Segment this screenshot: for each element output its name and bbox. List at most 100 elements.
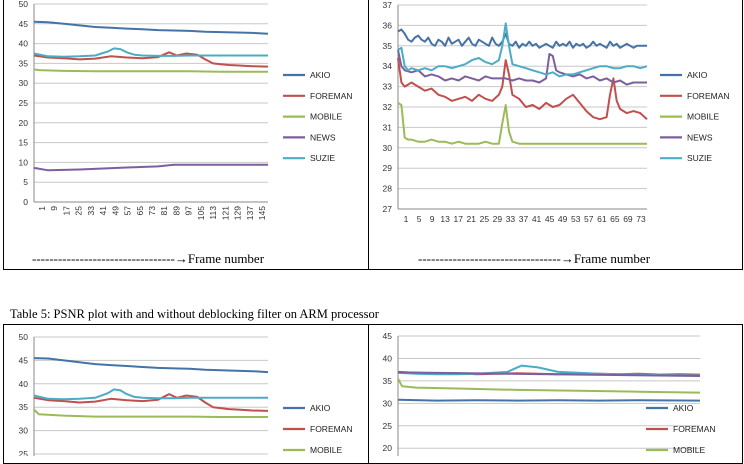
y-tick-label: 15 [19,138,29,148]
y-tick-label: 0 [23,197,28,207]
series-line-akio [33,20,269,35]
x-tick-label: 25 [74,206,84,216]
series-line-foreman [33,393,269,412]
series-line-news [397,49,647,86]
y-tick-label: 40 [383,353,393,363]
y-tick-label: 30 [19,426,29,436]
x-tick-label: 17 [453,214,463,224]
y-tick-label: 40 [19,39,29,49]
series-line-news [397,371,701,377]
x-tick-label: 49 [558,214,568,224]
y-tick-label: 35 [383,376,393,386]
y-tick-label: 45 [19,355,29,365]
y-tick-label: 36 [383,20,393,30]
series-line-akio [33,357,269,374]
legend-label-akio: AKIO [310,403,331,413]
series-line-suzie [33,388,268,401]
y-tick-label: 28 [383,184,393,194]
x-tick-label: 21 [467,214,477,224]
x-tick-label: 1 [404,214,409,224]
y-tick-label: 20 [383,443,393,453]
x-tick-label: 81 [159,206,169,216]
y-tick-label: 30 [19,78,29,88]
y-tick-label: 30 [383,143,393,153]
series-line-foreman [33,51,269,68]
series-line-akio [397,398,701,402]
legend-label-akio: AKIO [687,70,708,80]
y-tick-label: 45 [19,19,29,29]
series-line-mobile [397,102,647,145]
y-tick-label: 37 [383,0,393,10]
x-tick-label: 73 [147,206,157,216]
x-tick-label: 33 [86,206,96,216]
y-tick-label: 30 [383,398,393,408]
x-tick-label: 45 [545,214,555,224]
y-tick-label: 45 [383,331,393,341]
x-tick-label: 73 [636,214,646,224]
legend-label-akio: AKIO [310,70,331,80]
series-line-suzie [33,47,268,58]
y-tick-label: 35 [383,41,393,51]
x-tick-label: 145 [257,206,267,220]
x-tick-label: 41 [532,214,542,224]
series-line-mobile [33,68,268,73]
x-tick-label: 65 [610,214,620,224]
x-tick-label: 1 [37,206,47,211]
series-line-suzie [397,22,648,78]
x-tick-label: 13 [440,214,450,224]
x-tick-label: 41 [98,206,108,216]
legend-label-foreman: FOREMAN [310,91,353,101]
x-tick-label: 65 [135,206,145,216]
x-tick-label: 137 [245,206,255,220]
y-tick-label: 25 [19,449,29,456]
series-line-mobile [33,408,268,418]
x-tick-label: 49 [110,206,120,216]
legend-label-suzie: SUZIE [310,153,335,163]
y-tick-label: 40 [19,379,29,389]
y-tick-label: 50 [19,0,29,9]
series-line-mobile [397,378,701,394]
legend-label-mobile: MOBILE [310,112,342,122]
x-tick-label: 25 [480,214,490,224]
x-tick-label: 129 [233,206,243,220]
y-tick-label: 50 [19,332,29,342]
x-tick-label: 57 [584,214,594,224]
x-tick-label: 61 [597,214,607,224]
legend-label-news: NEWS [687,132,713,142]
y-tick-label: 35 [19,402,29,412]
legend-label-foreman: FOREMAN [310,424,353,434]
y-tick-label: 35 [19,58,29,68]
x-tick-label: 121 [220,206,230,220]
y-tick-label: 25 [383,421,393,431]
x-tick-label: 105 [196,206,206,220]
y-tick-label: 20 [19,118,29,128]
series-line-news [33,163,268,172]
legend-label-foreman: FOREMAN [673,424,716,434]
y-tick-label: 31 [383,122,393,132]
y-tick-label: 5 [23,177,28,187]
series-line-akio [397,28,647,49]
x-tick-label: 97 [184,206,194,216]
legend-label-akio: AKIO [673,403,694,413]
y-tick-label: 33 [383,82,393,92]
legend-label-foreman: FOREMAN [687,91,730,101]
x-tick-label: 113 [208,206,218,220]
x-tick-label: 9 [430,214,435,224]
y-tick-label: 27 [383,204,393,214]
legend-label-mobile: MOBILE [310,445,342,455]
table-caption: Table 5: PSNR plot with and without debl… [10,307,379,321]
y-tick-label: 34 [383,61,393,71]
legend-label-suzie: SUZIE [687,153,712,163]
x-tick-label: 17 [61,206,71,216]
y-tick-label: 29 [383,163,393,173]
frame-number-label-left: ---------------------------------→Frame … [32,251,265,266]
x-tick-label: 89 [171,206,181,216]
x-tick-label: 53 [571,214,581,224]
frame-number-label-right: ---------------------------------→Frame … [418,251,651,266]
x-tick-label: 37 [519,214,529,224]
x-tick-label: 33 [506,214,516,224]
x-tick-label: 69 [623,214,633,224]
x-tick-label: 29 [493,214,503,224]
legend-label-news: NEWS [310,132,336,142]
